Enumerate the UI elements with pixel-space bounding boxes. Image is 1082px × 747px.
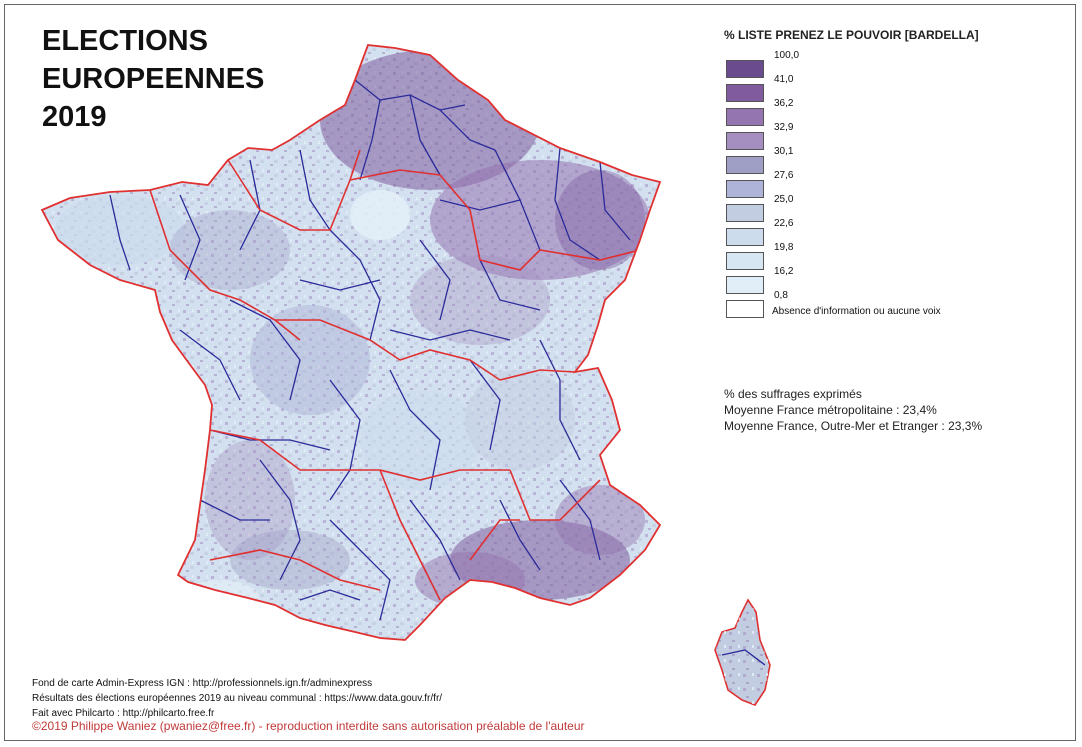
region-borders (149, 149, 641, 601)
legend-break-8: 19,8 (774, 242, 794, 253)
stats-line-2: Moyenne France métropolitaine : 23,4% (724, 403, 937, 417)
department-borders (109, 79, 631, 621)
legend: % LISTE PRENEZ LE POUVOIR [BARDELLA] 100… (724, 28, 1064, 362)
legend-swatch-9 (726, 252, 764, 270)
copyright-notice: ©2019 Philippe Waniez (pwaniez@free.fr) … (32, 719, 585, 733)
title-line-1: ELECTIONS (42, 25, 208, 57)
map-title: ELECTIONS EUROPEENNES 2019 (42, 22, 264, 136)
legend-break-10: 0,8 (774, 290, 788, 301)
legend-break-6: 25,0 (774, 194, 794, 205)
stats-line-3: Moyenne France, Outre-Mer et Etranger : … (724, 419, 983, 433)
legend-break-top: 100,0 (774, 50, 800, 61)
legend-title: % LISTE PRENEZ LE POUVOIR [BARDELLA] (724, 28, 979, 42)
credits-line-1: Fond de carte Admin-Express IGN : http:/… (32, 678, 373, 689)
legend-break-9: 16,2 (774, 266, 794, 277)
title-line-3: 2019 (42, 101, 107, 133)
legend-break-1: 41,0 (774, 74, 794, 85)
stats-line-1: % des suffrages exprimés (724, 387, 862, 401)
legend-swatch-7 (726, 204, 764, 222)
legend-swatch-6 (726, 180, 764, 198)
credits-line-2: Résultats des élections européennes 2019… (32, 693, 443, 704)
legend-swatch-8 (726, 228, 764, 246)
legend-break-4: 30,1 (774, 146, 794, 157)
credits-block: Fond de carte Admin-Express IGN : http:/… (32, 676, 442, 721)
legend-break-7: 22,6 (774, 218, 794, 229)
stats-block: % des suffrages exprimés Moyenne France … (724, 386, 982, 434)
legend-break-2: 36,2 (774, 98, 794, 109)
legend-no-data-label: Absence d'information ou aucune voix (772, 306, 941, 317)
legend-break-3: 32,9 (774, 122, 794, 133)
legend-swatch-4 (726, 132, 764, 150)
legend-swatch-5 (726, 156, 764, 174)
credits-line-3: Fait avec Philcarto : http://philcarto.f… (32, 708, 215, 719)
title-line-2: EUROPEENNES (42, 63, 265, 95)
legend-swatch-10 (726, 276, 764, 294)
legend-swatch-no-data (726, 300, 764, 318)
legend-swatch-3 (726, 108, 764, 126)
legend-body: 100,0 41,0 36,2 32,9 30,1 27,6 25,0 22,6… (724, 42, 1064, 362)
legend-break-5: 27,6 (774, 170, 794, 181)
legend-swatch-2 (726, 84, 764, 102)
legend-swatch-1 (726, 60, 764, 78)
corsica (714, 598, 771, 706)
